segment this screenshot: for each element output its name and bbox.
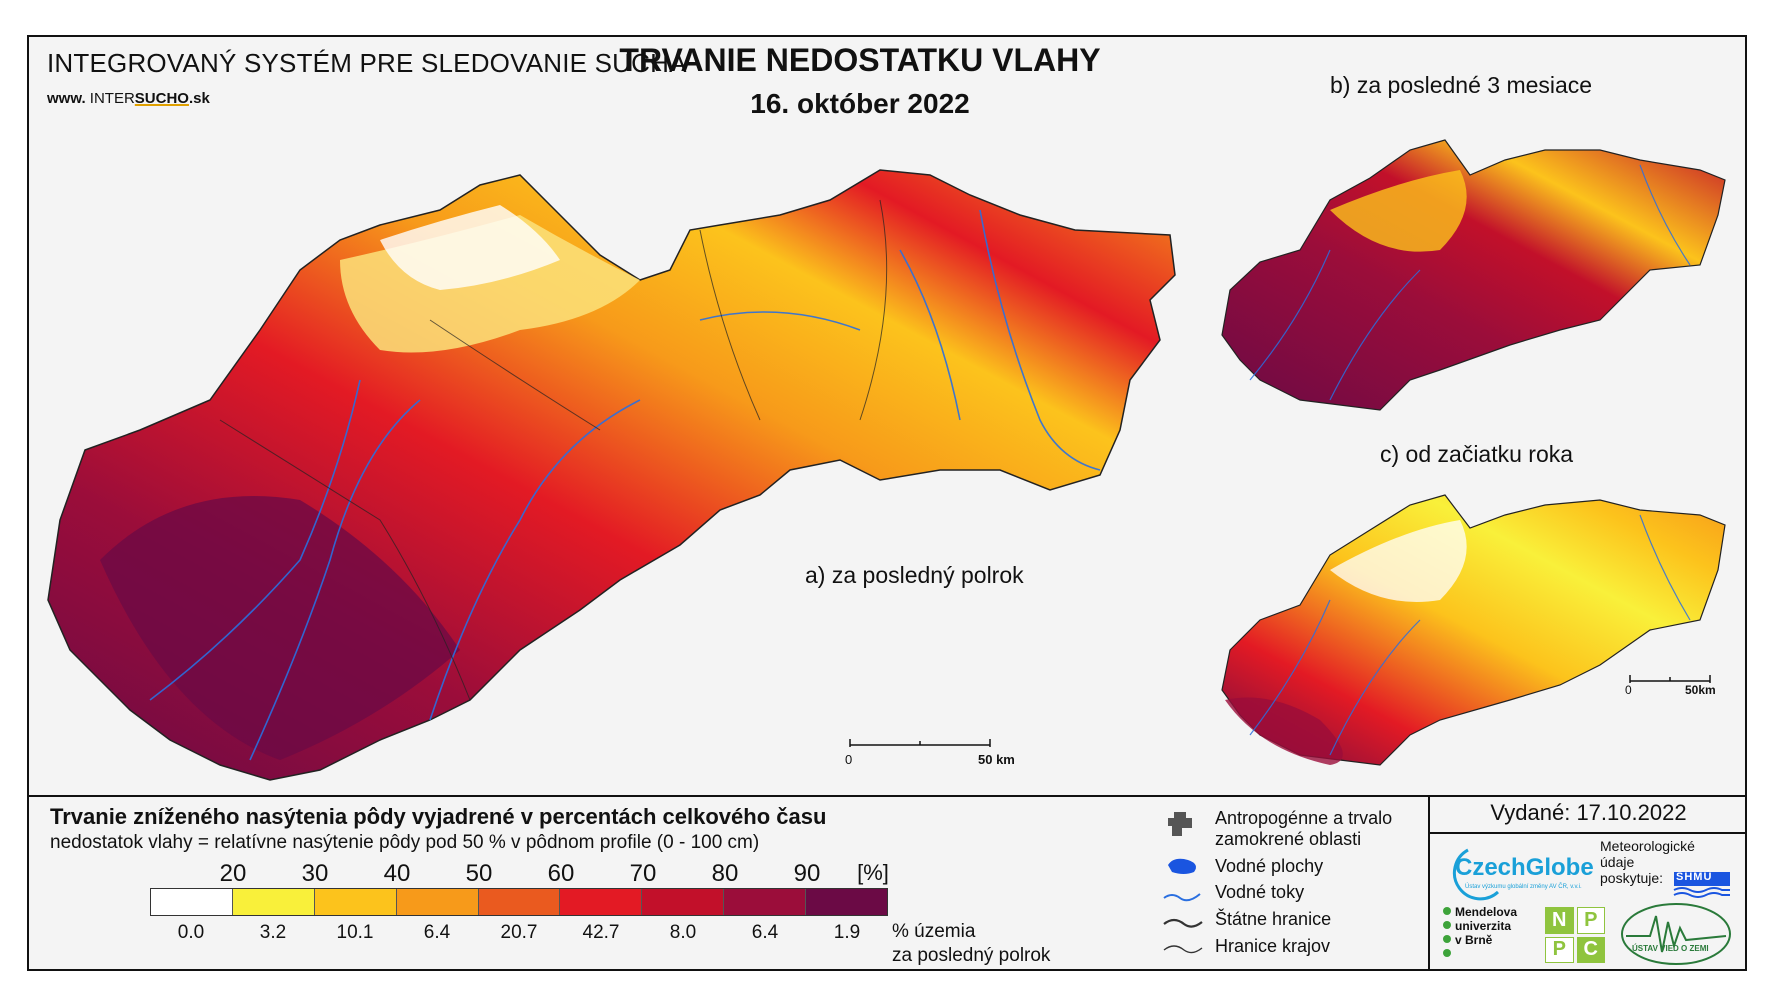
panel-c-label: c) od začiatku roka <box>1380 441 1574 467</box>
legend-title: Trvanie zníženého nasýtenia pôdy vyjadre… <box>50 804 827 829</box>
area-percent: 10.1 <box>336 922 374 943</box>
footer-divider <box>27 795 1747 797</box>
website-brand-a: INTER <box>89 90 135 107</box>
anthropogenic-icon <box>1168 812 1192 836</box>
nppc-logo: N P P C <box>1545 907 1605 963</box>
legend-tick: 30 <box>301 860 329 887</box>
symbol-legend-icons <box>1163 812 1203 954</box>
map-panel-c <box>1221 494 1726 766</box>
legend-subtitle: nedostatok vlahy = relatívne nasýtenie p… <box>50 832 760 853</box>
area-percent: 6.4 <box>423 922 451 943</box>
shmu-logo: SHMÚ <box>1672 868 1732 898</box>
legend-color-swatch <box>232 889 315 915</box>
anthropogenic-line1: Antropogénne a trvalo <box>1215 808 1393 828</box>
czechglobe-arc-icon <box>1452 848 1500 901</box>
legend-tick: 90 <box>793 860 821 887</box>
legend-region-border: Hranice krajov <box>1215 936 1331 956</box>
issued-date: Vydané: 17.10.2022 <box>1490 800 1687 825</box>
czechglobe-sub: Ústav výzkumu globální změny AV ČR, v.v.… <box>1465 884 1582 890</box>
czechglobe-name: CzechGlobe <box>1455 854 1594 881</box>
nppc-letter: N <box>1545 907 1574 934</box>
mendel-line2: univerzita <box>1455 919 1512 933</box>
mendel-logo: Mendelova univerzita v Brně <box>1443 905 1518 957</box>
uvz-logo: ÚSTAV VIED O ZEMI <box>1620 902 1732 966</box>
legend-anthropogenic: Antropogénne a trvalo zamokrené oblasti <box>1215 808 1392 850</box>
mendel-dots-icon <box>1443 907 1451 957</box>
legend-tick: 40 <box>383 860 411 887</box>
water-body-icon <box>1168 858 1196 874</box>
website-brand-b: SUCHO <box>134 90 189 107</box>
scale-c-start: 0 <box>1625 683 1632 697</box>
meteo-line2: údaje <box>1600 854 1635 870</box>
legend-tick: 80 <box>711 860 739 887</box>
map-panel-b <box>1221 139 1726 411</box>
meteo-line3: poskytuje: <box>1600 870 1664 886</box>
area-percent: 8.0 <box>669 922 697 943</box>
legend-color-bar <box>150 888 888 916</box>
region-border-icon <box>1163 945 1203 954</box>
area-unit: % územia za posledný polrok <box>892 920 1050 968</box>
legend-color-swatch <box>151 889 233 915</box>
scale-a-start: 0 <box>845 752 853 767</box>
area-percent: 42.7 <box>582 922 620 943</box>
uvz-label: ÚSTAV VIED O ZEMI <box>1632 944 1709 953</box>
legend-unit: [%] <box>857 860 889 885</box>
legend-color-swatch <box>396 889 479 915</box>
legend-water-bodies: Vodné plochy <box>1215 856 1324 876</box>
mendel-line1: Mendelova <box>1455 905 1518 919</box>
map-title: TRVANIE NEDOSTATKU VLAHY <box>619 42 1101 78</box>
scale-bar-a <box>849 739 991 747</box>
area-percent: 3.2 <box>259 922 287 943</box>
website-link[interactable]: www. INTERSUCHO.sk <box>47 90 210 107</box>
area-percent: 20.7 <box>500 922 538 943</box>
system-title: INTEGROVANÝ SYSTÉM PRE SLEDOVANIE SUCHA <box>47 48 687 78</box>
area-unit-line1: % územia <box>892 921 976 942</box>
issued-divider <box>1428 832 1747 834</box>
legend-tick: 60 <box>547 860 575 887</box>
website-suffix: .sk <box>188 90 210 107</box>
scale-a-end: 50 km <box>978 752 1015 767</box>
panel-a-label: a) za posledný polrok <box>805 562 1024 588</box>
website-prefix: www. <box>47 90 86 107</box>
map-date: 16. október 2022 <box>750 88 970 119</box>
area-percent: 1.9 <box>833 922 861 943</box>
map-panel-a <box>47 169 1176 781</box>
meteo-line1: Meteorologické <box>1600 838 1695 854</box>
area-percent: 0.0 <box>177 922 205 943</box>
uvz-seismo-icon <box>1621 903 1731 965</box>
nppc-letter: P <box>1545 936 1574 963</box>
legend-tick: 50 <box>465 860 493 887</box>
legend-tick: 20 <box>219 860 247 887</box>
legend-color-swatch <box>806 889 888 915</box>
legend-tick: 70 <box>629 860 657 887</box>
nppc-letter: C <box>1576 936 1605 963</box>
nppc-letter: P <box>1576 907 1605 934</box>
legend-rivers: Vodné toky <box>1215 882 1305 902</box>
meteo-provider: Meteorologické údaje poskytuje: <box>1600 838 1695 886</box>
legend-color-swatch <box>560 889 643 915</box>
credits-divider <box>1428 795 1430 971</box>
panel-b-label: b) za posledné 3 mesiace <box>1330 72 1593 98</box>
legend-color-swatch <box>642 889 725 915</box>
legend-color-swatch <box>478 889 561 915</box>
legend-state-border: Štátne hranice <box>1215 909 1332 929</box>
mendel-line3: v Brně <box>1455 933 1493 947</box>
river-icon <box>1163 893 1201 902</box>
area-percent: 6.4 <box>751 922 779 943</box>
legend-color-swatch <box>724 889 807 915</box>
state-border-icon <box>1163 918 1203 928</box>
legend-color-swatch <box>314 889 397 915</box>
shmu-label: SHMÚ <box>1676 871 1713 883</box>
shmu-wave-icon <box>1673 872 1730 898</box>
scale-bar-c <box>1629 675 1711 683</box>
maps-svg <box>47 139 1726 781</box>
scale-c-end: 50km <box>1685 683 1716 697</box>
anthropogenic-line2: zamokrené oblasti <box>1215 829 1362 849</box>
area-unit-line2: za posledný polrok <box>892 945 1051 966</box>
